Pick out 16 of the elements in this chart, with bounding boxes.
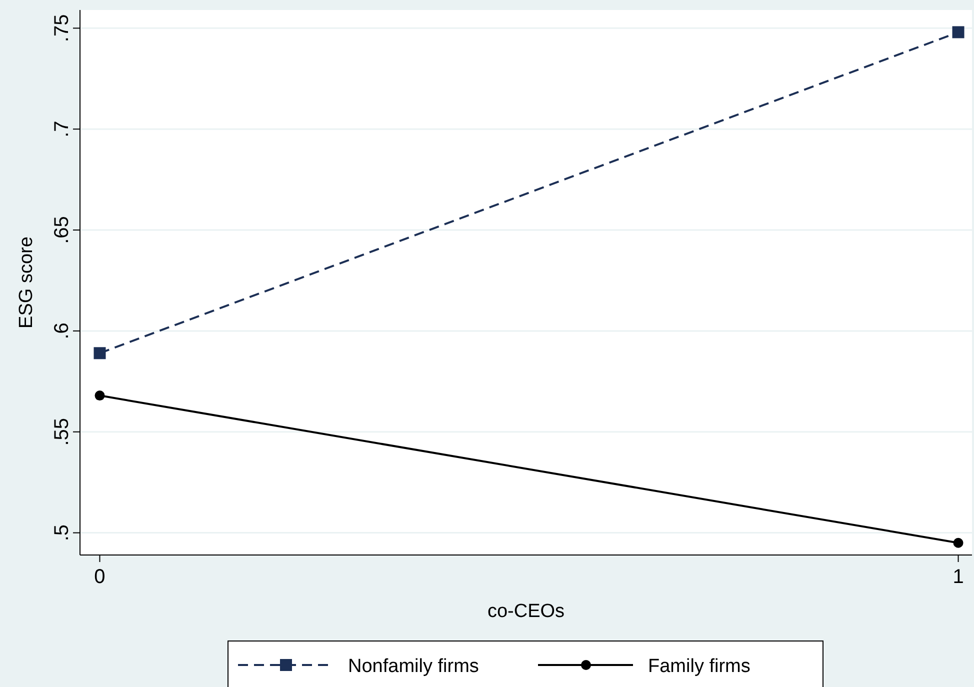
y-tick-label: .5	[51, 524, 73, 542]
x-tick-label: 0	[94, 566, 106, 588]
y-tick-label: .55	[51, 418, 73, 446]
x-tick-label: 1	[952, 566, 964, 588]
legend-label: Family firms	[648, 656, 750, 677]
y-tick-label: .75	[51, 14, 73, 42]
legend-label: Nonfamily firms	[348, 656, 479, 677]
point	[952, 26, 964, 38]
point	[94, 347, 106, 360]
x-axis-title: co-CEOs	[487, 601, 565, 622]
y-tick-label: .7	[51, 120, 73, 138]
y-tick-label: .6	[51, 322, 73, 340]
y-tick-label: .65	[51, 216, 73, 244]
point	[953, 538, 964, 548]
y-axis-title: ESG score	[16, 236, 37, 328]
point	[94, 390, 105, 401]
